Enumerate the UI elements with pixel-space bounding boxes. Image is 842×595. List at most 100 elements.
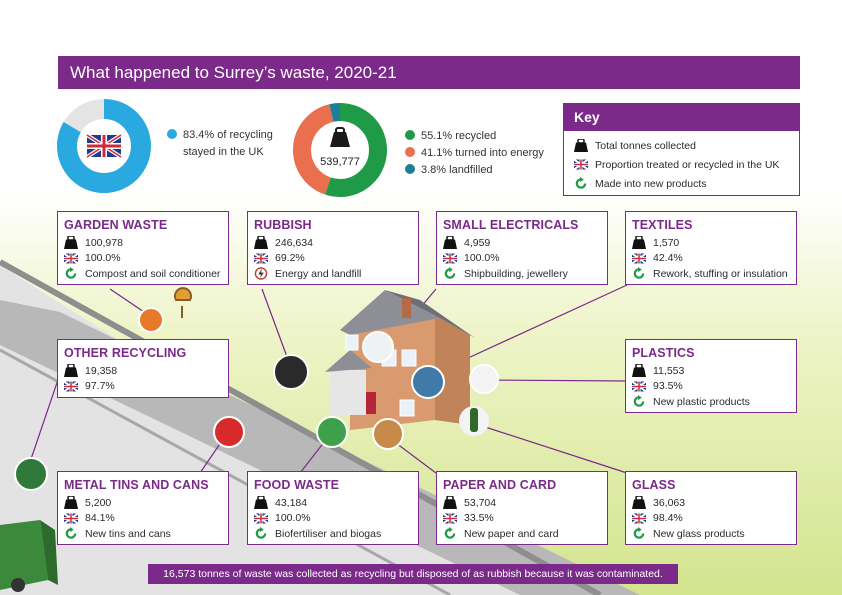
card-food-waste: FOOD WASTE 43,184 100.0% Biofertiliser a… — [247, 471, 419, 545]
total-tonnes: 539,777 — [320, 156, 360, 168]
donut-segment-1 — [293, 103, 387, 197]
weight-icon — [632, 496, 646, 510]
orange-dot-icon — [405, 147, 415, 157]
key-heading: Key — [564, 104, 799, 131]
page-title: What happened to Surrey’s waste, 2020-21 — [70, 63, 397, 82]
product-value: New paper and card — [464, 527, 559, 540]
key-label-total: Total tonnes collected — [595, 139, 696, 152]
item-vignettes — [14, 287, 499, 491]
key-item-uk: Proportion treated or recycled in the UK — [564, 156, 799, 173]
waste-split-legend: 55.1% recycled 41.1% turned into energy … — [405, 128, 544, 179]
card-garden-waste: GARDEN WASTE 100,978 100.0% Compost and … — [57, 211, 229, 285]
tonnes-value: 100,978 — [85, 236, 123, 249]
recycle-arrow-icon — [65, 267, 77, 280]
recycle-arrow-icon — [633, 527, 645, 540]
total-waste-donut: 539,777 — [293, 103, 387, 197]
card-metal-tins-cans: METAL TINS AND CANS 5,200 84.1% New tins… — [57, 471, 229, 545]
uk-percent-value: 97.7% — [85, 380, 115, 393]
recycle-arrow-icon — [633, 267, 645, 280]
uk-flag-icon — [632, 512, 646, 525]
donut-segment-2 — [293, 103, 387, 197]
card-plastics: PLASTICS 11,553 93.5% New plastic produc… — [625, 339, 797, 413]
weight-icon — [632, 236, 646, 250]
uk-flag-icon — [632, 252, 646, 265]
card-title: FOOD WASTE — [254, 478, 340, 492]
electricals-vignette — [363, 332, 393, 362]
card-other-recycling: OTHER RECYCLING 19,358 97.7% — [57, 339, 229, 398]
uk-flag-icon — [254, 252, 268, 265]
card-title: RUBBISH — [254, 218, 312, 232]
landfill-stat: 3.8% landfilled — [421, 164, 493, 176]
connector-lines — [29, 284, 628, 474]
uk-percent-value: 98.4% — [653, 512, 683, 525]
uk-flag-icon — [254, 512, 268, 525]
card-paper-card: PAPER AND CARD 53,704 33.5% New paper an… — [436, 471, 608, 545]
tonnes-value: 53,704 — [464, 496, 497, 509]
blue-dot-icon — [167, 129, 177, 139]
tonnes-value: 19,358 — [85, 364, 118, 377]
card-title: GLASS — [632, 478, 676, 492]
contamination-footer: 16,573 tonnes of waste was collected as … — [148, 564, 678, 584]
cans-vignette — [214, 417, 244, 447]
green-dot-icon — [405, 130, 415, 140]
product-value: New tins and cans — [85, 527, 171, 540]
weight-icon — [64, 364, 78, 378]
product-value: Biofertiliser and biogas — [275, 527, 382, 540]
card-title: PAPER AND CARD — [443, 478, 557, 492]
product-value: Shipbuilding, jewellery — [464, 267, 568, 280]
product-value: New plastic products — [653, 395, 750, 408]
tonnes-value: 246,634 — [275, 236, 313, 249]
product-value: Compost and soil conditioner — [85, 267, 221, 280]
uk-percent-value: 100.0% — [464, 252, 500, 265]
key-label-products: Made into new products — [595, 177, 707, 190]
recycled-stat: 55.1% recycled — [421, 130, 497, 142]
tonnes-value: 1,570 — [653, 236, 680, 249]
uk-percent-value: 69.2% — [275, 252, 305, 265]
recycle-arrow-icon — [255, 527, 267, 540]
tonnes-value: 4,959 — [464, 236, 491, 249]
weight-icon — [330, 127, 350, 147]
product-value: Energy and landfill — [275, 267, 362, 280]
card-glass: GLASS 36,063 98.4% New glass products — [625, 471, 797, 545]
weight-icon — [632, 364, 646, 378]
product-value: New glass products — [653, 527, 745, 540]
paper-card-vignette — [373, 419, 403, 449]
weight-icon — [64, 496, 78, 510]
weight-icon — [64, 236, 78, 250]
card-title: SMALL ELECTRICALS — [443, 218, 579, 232]
uk-flag-icon — [443, 512, 457, 525]
autumn-tree — [174, 287, 192, 318]
card-title: GARDEN WASTE — [64, 218, 168, 232]
uk-flag-icon — [64, 252, 78, 265]
uk-percent-value: 93.5% — [653, 380, 683, 393]
uk-flag-icon — [64, 380, 78, 393]
uk-flag-icon — [632, 380, 646, 393]
card-title: PLASTICS — [632, 346, 695, 360]
uk-share-line1: 83.4% of recycling — [183, 129, 273, 141]
tonnes-value: 43,184 — [275, 496, 308, 509]
plastics-vignette — [470, 365, 498, 393]
uk-share-donut — [57, 99, 151, 193]
uk-percent-value: 42.4% — [653, 252, 683, 265]
recycle-arrow-icon — [65, 527, 77, 540]
card-rubbish: RUBBISH 246,634 69.2% Energy and landfil… — [247, 211, 419, 285]
weight-icon — [254, 496, 268, 510]
tonnes-value: 36,063 — [653, 496, 686, 509]
tonnes-value: 5,200 — [85, 496, 112, 509]
key-label-uk: Proportion treated or recycled in the UK — [595, 158, 780, 171]
weight-icon — [443, 496, 457, 510]
card-title: OTHER RECYCLING — [64, 346, 187, 360]
lightning-icon — [254, 267, 268, 281]
recycling-box-vignette — [15, 458, 47, 490]
uk-percent-value: 100.0% — [275, 512, 311, 525]
uk-percent-value: 84.1% — [85, 512, 115, 525]
textiles-vignette — [412, 366, 444, 398]
food-caddy-vignette — [317, 417, 347, 447]
recycling-truck-illustration — [0, 520, 58, 592]
product-value: Rework, stuffing or insulation — [653, 267, 788, 280]
card-small-electricals: SMALL ELECTRICALS 4,959 100.0% Shipbuild… — [436, 211, 608, 285]
uk-flag-icon — [574, 158, 588, 171]
weight-icon — [254, 236, 268, 250]
uk-share-line2: stayed in the UK — [183, 146, 264, 158]
uk-flag-icon — [64, 512, 78, 525]
